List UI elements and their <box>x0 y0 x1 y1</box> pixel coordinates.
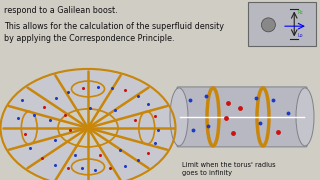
FancyBboxPatch shape <box>177 87 307 147</box>
FancyBboxPatch shape <box>248 2 316 46</box>
Ellipse shape <box>296 88 314 146</box>
Circle shape <box>261 18 276 32</box>
Ellipse shape <box>1 69 175 180</box>
Text: This allows for the calculation of the superfluid density
by applying the Corres: This allows for the calculation of the s… <box>4 22 224 44</box>
Ellipse shape <box>170 88 188 146</box>
Text: Limit when the torus' radius
goes to infinity: Limit when the torus' radius goes to inf… <box>182 162 276 176</box>
Text: Lo: Lo <box>297 33 303 38</box>
Ellipse shape <box>58 109 118 147</box>
Text: Rc: Rc <box>297 10 303 15</box>
Text: respond to a Galilean boost.: respond to a Galilean boost. <box>4 6 118 15</box>
